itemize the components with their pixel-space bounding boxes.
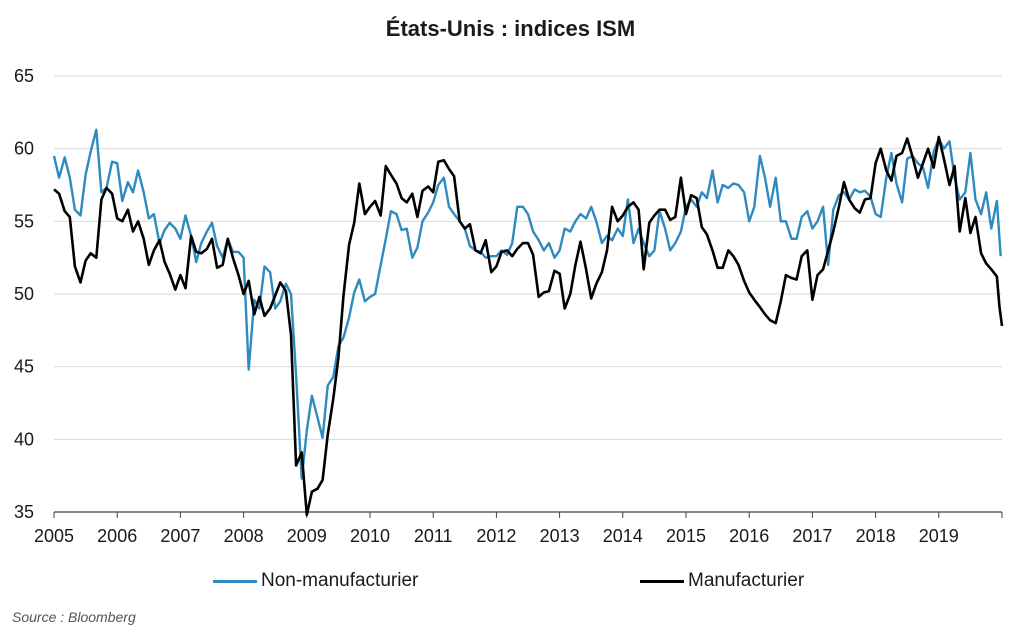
x-tick-label-2012: 2012: [476, 526, 516, 546]
y-tick-label-45: 45: [14, 357, 34, 377]
x-tick-labels: 2005 2006 2007 2008 2009 2010 2011 2012 2013 2014…: [34, 526, 959, 546]
legend-item-non-manufacturier: Non-manufacturier: [213, 569, 418, 593]
x-tick-label-2019: 2019: [919, 526, 959, 546]
x-tick-label-2017: 2017: [792, 526, 832, 546]
x-tick-label-2010: 2010: [350, 526, 390, 546]
legend-label-non-manufacturier: Non-manufacturier: [261, 570, 419, 591]
y-tick-label-40: 40: [14, 429, 34, 449]
x-tick-label-2016: 2016: [729, 526, 769, 546]
x-tick-label-2005: 2005: [34, 526, 74, 546]
x-tick-label-2015: 2015: [666, 526, 706, 546]
series-lines: [52, 128, 1004, 517]
x-tick-label-2018: 2018: [856, 526, 896, 546]
x-tick-label-2007: 2007: [160, 526, 200, 546]
y-tick-labels: 35 40 45 50 55 60 65: [14, 66, 34, 522]
x-tick-label-2008: 2008: [224, 526, 264, 546]
legend-swatch-manufacturier: [640, 579, 684, 583]
y-tick-label-50: 50: [14, 284, 34, 304]
grid-lines: [54, 75, 1002, 440]
y-tick-label-60: 60: [14, 139, 34, 159]
y-tick-label-65: 65: [14, 66, 34, 86]
y-tick-label-35: 35: [14, 502, 34, 522]
chart-title: États-Unis : indices ISM: [385, 16, 636, 41]
x-tick-label-2014: 2014: [603, 526, 643, 546]
legend-item-manufacturier: Manufacturier: [640, 569, 804, 593]
legend-label-manufacturier: Manufacturier: [688, 570, 805, 591]
legend-swatch-non-manufacturier: [213, 579, 257, 583]
x-tick-label-2006: 2006: [97, 526, 137, 546]
series-line-manufacturier: [53, 135, 1004, 517]
y-tick-label-55: 55: [14, 211, 34, 231]
x-tick-label-2013: 2013: [540, 526, 580, 546]
x-tick-label-2011: 2011: [414, 526, 453, 546]
series-line-non-manufacturier: [52, 128, 1002, 480]
x-tick-label-2009: 2009: [287, 526, 327, 546]
axes: [53, 511, 1003, 518]
source-note: Source : Bloomberg: [12, 609, 136, 625]
